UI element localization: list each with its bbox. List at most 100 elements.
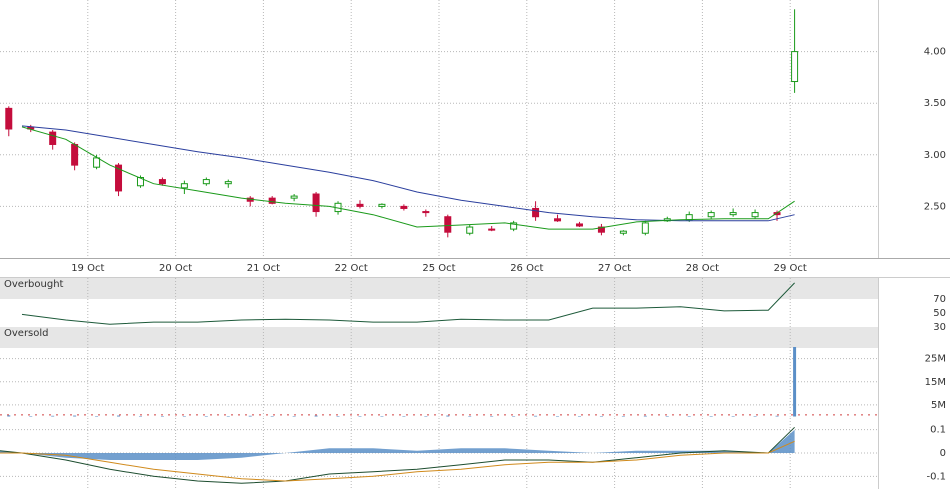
candle-body — [532, 207, 540, 218]
bar — [577, 416, 581, 417]
bar — [358, 416, 362, 417]
bar — [248, 415, 252, 417]
band — [0, 327, 878, 348]
candle-body — [400, 205, 408, 209]
y-tick-label: 2.50 — [924, 201, 946, 212]
bar — [775, 415, 779, 417]
bar — [204, 416, 208, 417]
bar — [7, 415, 11, 417]
candle-body — [312, 193, 320, 213]
bar — [95, 416, 99, 417]
candle-body — [685, 214, 693, 221]
candle-body — [158, 179, 166, 185]
band-label: Oversold — [4, 328, 49, 339]
candle-body — [619, 230, 627, 234]
bar — [687, 416, 691, 417]
bar — [534, 415, 538, 417]
line — [0, 440, 795, 482]
x-tick-label: 21 Oct — [247, 263, 280, 274]
x-tick-label: 27 Oct — [598, 263, 631, 274]
candle-body — [422, 211, 430, 214]
bar — [380, 416, 384, 417]
bar — [138, 416, 142, 417]
line — [0, 426, 795, 484]
y-tick-label: 30 — [933, 322, 946, 333]
bar — [292, 416, 296, 417]
line — [21, 125, 795, 222]
candle-body — [641, 222, 649, 234]
candle-body — [202, 179, 210, 185]
bar — [643, 415, 647, 417]
candle-body — [224, 181, 232, 185]
candle-body — [49, 131, 57, 145]
candle-body — [791, 51, 799, 83]
candle-body — [575, 223, 583, 227]
bar — [793, 347, 797, 417]
candle-body — [597, 226, 605, 233]
y-tick-label: 5M — [931, 400, 946, 411]
bar — [117, 415, 121, 417]
y-tick-label: 0.1 — [930, 425, 946, 436]
y-tick-label: 25M — [925, 354, 946, 365]
band-label: Overbought — [4, 279, 64, 290]
candle-body — [729, 212, 737, 216]
bar — [753, 416, 757, 417]
bar — [599, 416, 603, 417]
candle-body — [180, 183, 188, 189]
candle-body — [378, 203, 386, 207]
bar — [665, 416, 669, 417]
date-row — [0, 258, 950, 277]
candle-body — [356, 203, 364, 207]
y-tick-label: 15M — [925, 377, 946, 388]
candle-body — [510, 222, 518, 230]
bar — [29, 416, 33, 417]
bar — [731, 416, 735, 417]
y-tick-label: 50 — [933, 308, 946, 319]
candle-body — [5, 107, 13, 130]
bar — [424, 416, 428, 417]
candle-body — [136, 177, 144, 187]
bar — [709, 416, 713, 417]
x-tick-label: 20 Oct — [159, 263, 192, 274]
bar — [314, 415, 318, 417]
x-tick-label: 22 Oct — [335, 263, 368, 274]
candle-body — [707, 212, 715, 218]
x-tick-label: 19 Oct — [71, 263, 104, 274]
bar — [468, 416, 472, 417]
x-tick-label: 29 Oct — [774, 263, 807, 274]
candle-body — [751, 212, 759, 218]
bar — [446, 415, 450, 417]
candle-body — [554, 218, 562, 222]
x-tick-label: 28 Oct — [686, 263, 719, 274]
candle-body — [115, 164, 123, 192]
bar — [402, 416, 406, 417]
candle-body — [268, 197, 276, 204]
bar — [621, 416, 625, 417]
x-tick-label: 26 Oct — [510, 263, 543, 274]
line — [21, 282, 795, 325]
bar — [51, 415, 55, 417]
candle-body — [466, 226, 474, 234]
y-tick-label: -0.1 — [926, 471, 946, 482]
candle-body — [71, 143, 79, 166]
y-tick-label: 70 — [933, 294, 946, 305]
bar — [73, 415, 77, 417]
bar — [160, 416, 164, 417]
x-tick-label: 25 Oct — [422, 263, 455, 274]
y-tick-label: 3.00 — [924, 150, 946, 161]
candle-body — [93, 157, 101, 168]
band — [0, 278, 878, 299]
y-tick-label: 0 — [940, 448, 946, 459]
bar — [336, 416, 340, 417]
y-tick-label: 4.00 — [924, 47, 946, 58]
bar — [226, 416, 230, 417]
candle-body — [488, 228, 496, 231]
y-tick-label: 3.50 — [924, 98, 946, 109]
bar — [512, 416, 516, 417]
bar — [490, 416, 494, 417]
candle-body — [290, 195, 298, 199]
bar — [182, 416, 186, 417]
bar — [270, 416, 274, 417]
